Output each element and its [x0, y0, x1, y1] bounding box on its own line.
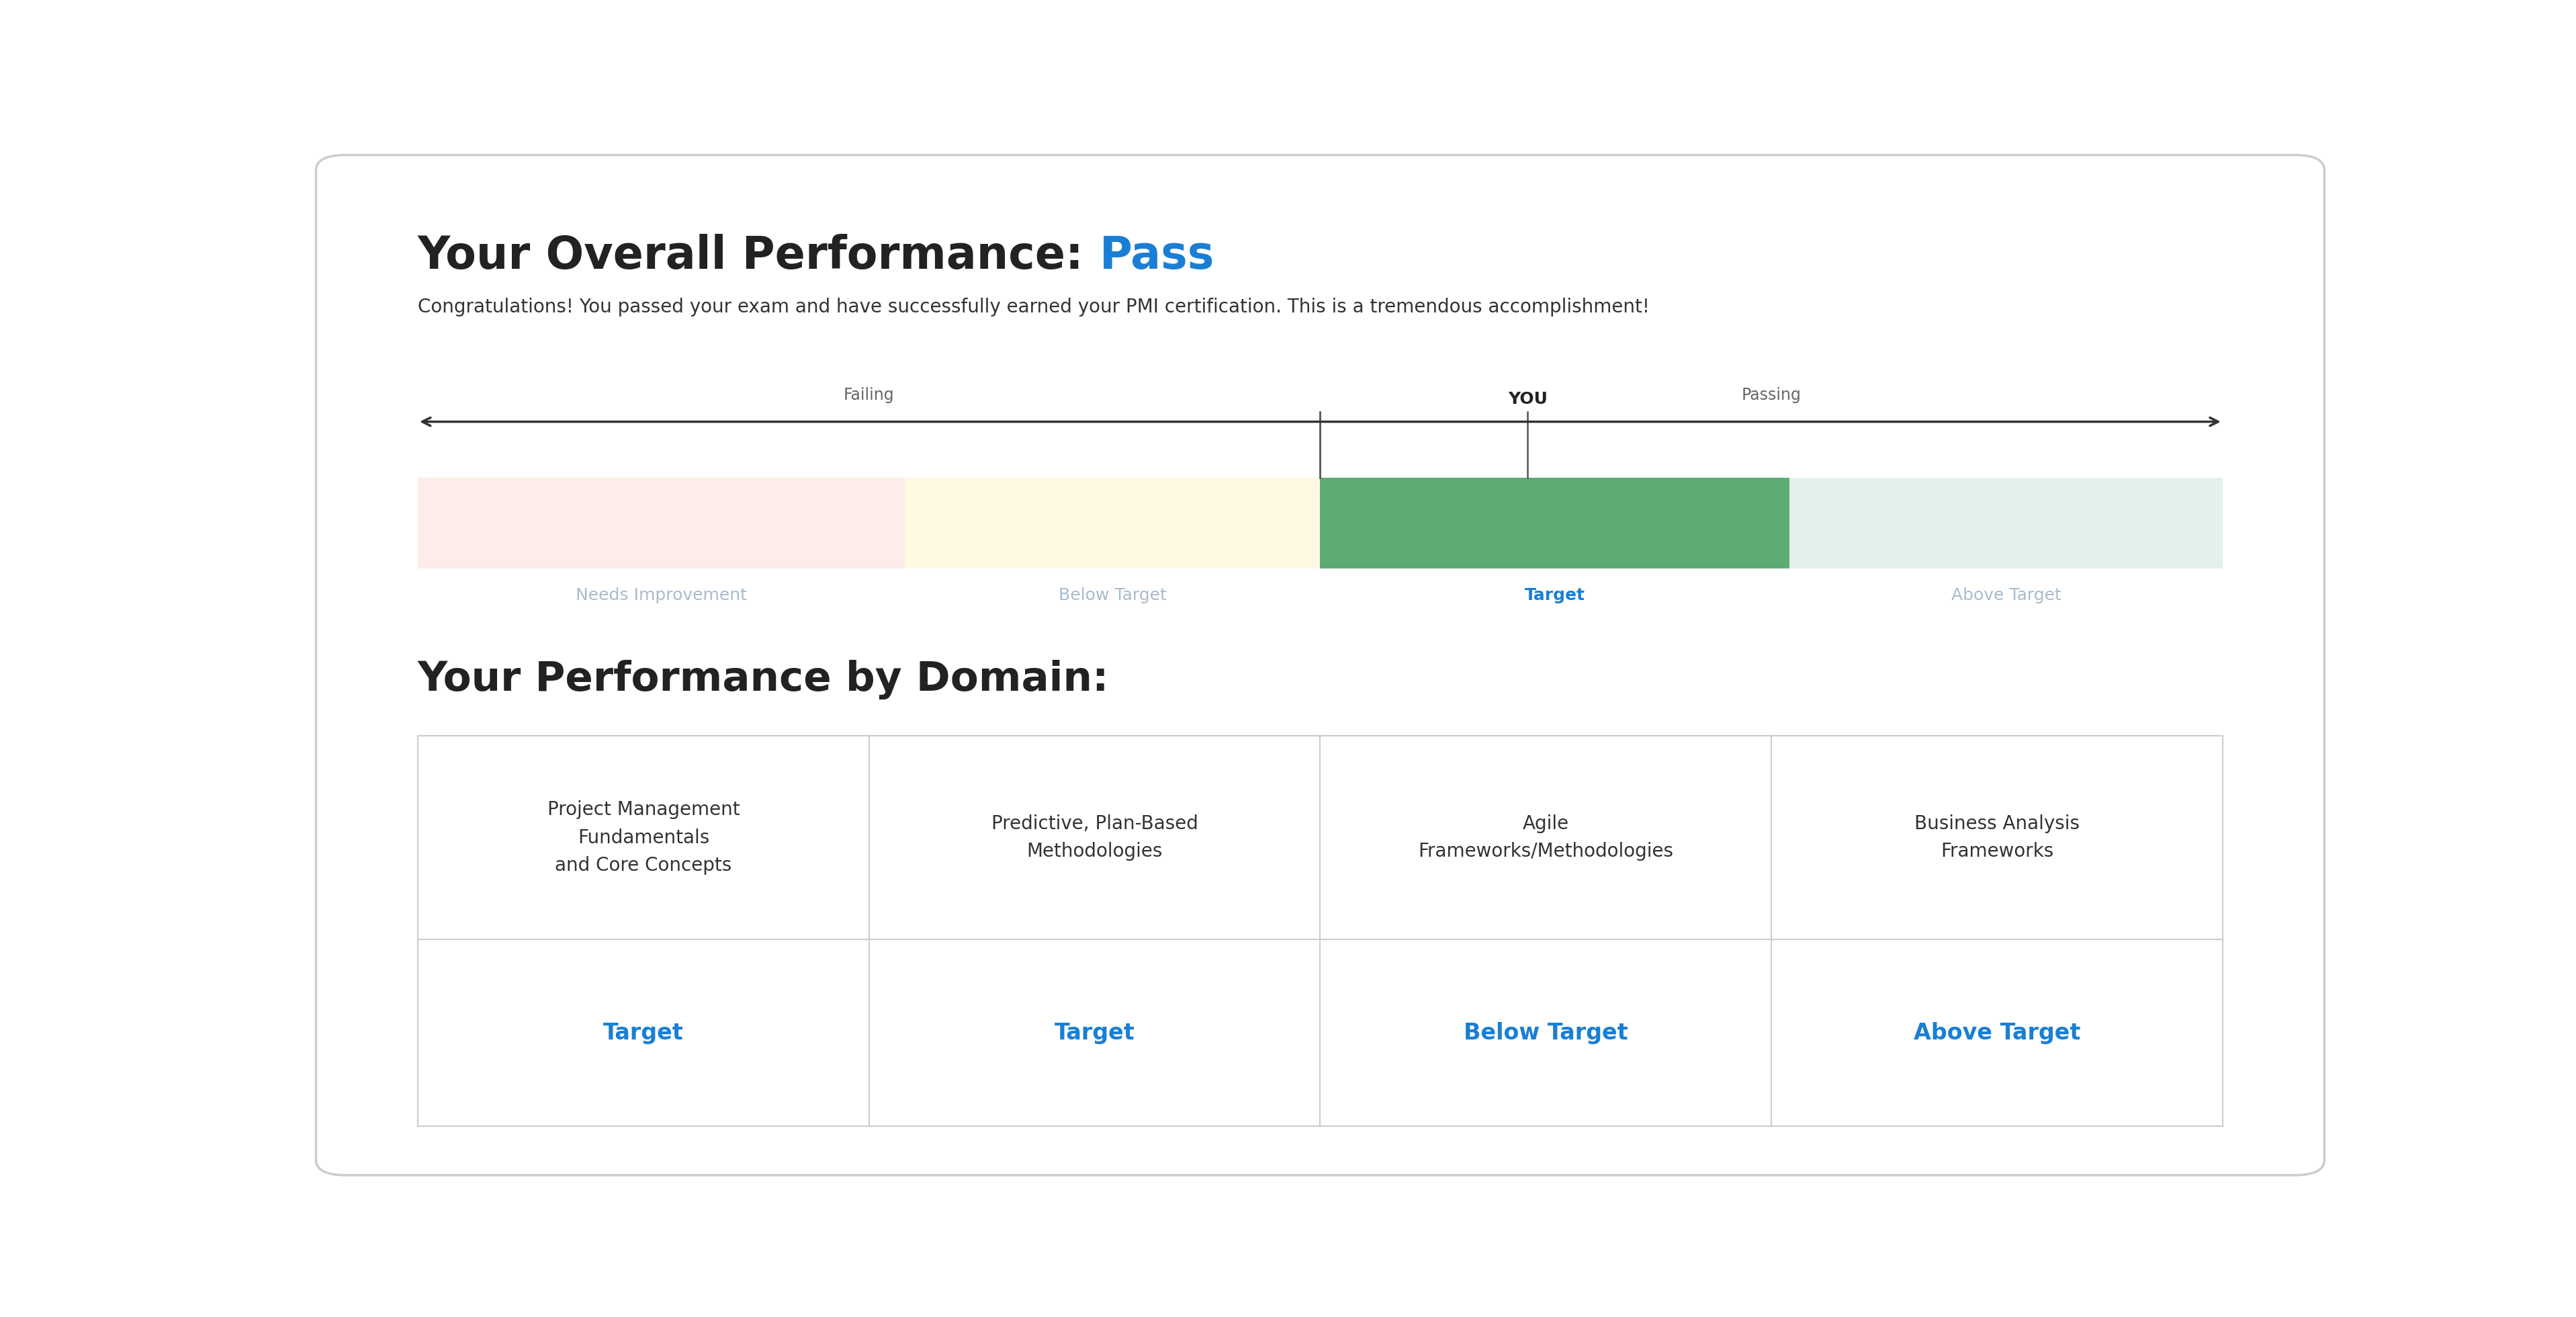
Text: Passing: Passing [1741, 387, 1801, 403]
Text: Business Analysis
Frameworks: Business Analysis Frameworks [1914, 814, 2079, 861]
Text: Congratulations! You passed your exam and have successfully earned your PMI cert: Congratulations! You passed your exam an… [417, 298, 1649, 317]
Text: Agile
Frameworks/Methodologies: Agile Frameworks/Methodologies [1419, 814, 1674, 861]
Text: Above Target: Above Target [1950, 587, 2061, 603]
Bar [904, 478, 1319, 569]
Text: Failing: Failing [842, 387, 894, 403]
Text: YOU: YOU [1507, 391, 1548, 407]
Text: Predictive, Plan-Based
Methodologies: Predictive, Plan-Based Methodologies [992, 814, 1198, 861]
Text: Your Overall Performance:: Your Overall Performance: [417, 234, 1100, 278]
Text: Target: Target [1054, 1022, 1136, 1044]
Text: Project Management
Fundamentals
and Core Concepts: Project Management Fundamentals and Core… [546, 801, 739, 874]
Text: Target: Target [603, 1022, 683, 1044]
Text: Pass: Pass [1100, 234, 1216, 278]
FancyBboxPatch shape [317, 155, 2324, 1175]
Text: Below Target: Below Target [1463, 1022, 1628, 1044]
Text: Above Target: Above Target [1914, 1022, 2081, 1044]
Bar [1319, 478, 1790, 569]
Text: Target: Target [1525, 587, 1584, 603]
Text: Your Performance by Domain:: Your Performance by Domain: [417, 660, 1110, 699]
Text: Needs Improvement: Needs Improvement [577, 587, 747, 603]
Bar [417, 478, 904, 569]
Bar [417, 736, 2223, 1126]
Bar [1790, 478, 2223, 569]
Text: Below Target: Below Target [1059, 587, 1167, 603]
